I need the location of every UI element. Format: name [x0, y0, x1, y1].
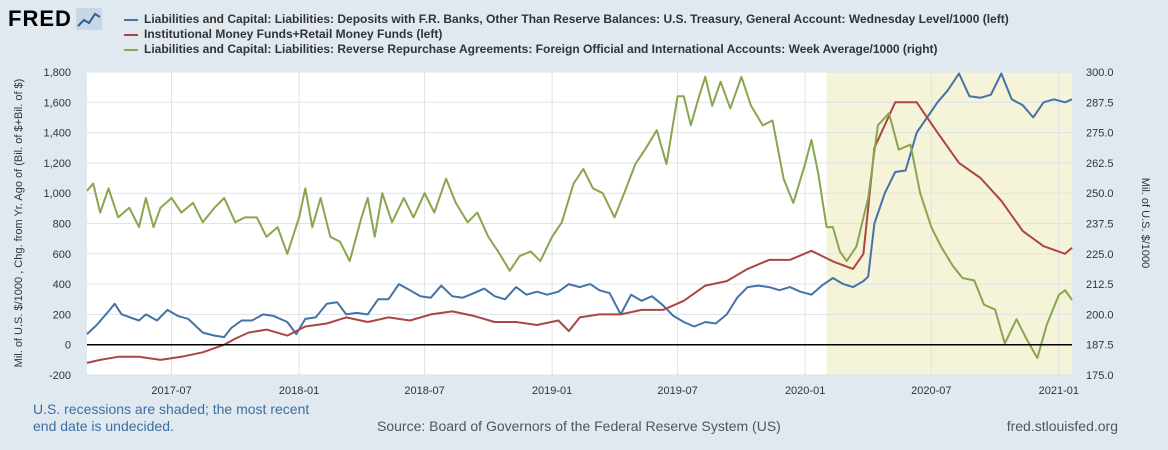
- x-tick-label: 2018-01: [279, 385, 319, 397]
- x-tick-label: 2020-07: [911, 385, 951, 397]
- source-text: Source: Board of Governors of the Federa…: [377, 418, 781, 434]
- right-tick-label: 225.0: [1086, 249, 1114, 261]
- right-tick-label: 212.5: [1086, 279, 1114, 291]
- series-line-1: [86, 101, 1073, 364]
- legend-item-treasury: Liabilities and Capital: Liabilities: De…: [124, 12, 1154, 27]
- logo-text: FRED: [8, 6, 72, 31]
- series-line-0: [86, 72, 1073, 339]
- left-tick-label: 200: [53, 309, 71, 321]
- left-tick-label: 400: [53, 279, 71, 291]
- x-tick-label: 2019-01: [532, 385, 572, 397]
- recession-note: U.S. recessions are shaded; the most rec…: [33, 401, 333, 435]
- right-tick-label: 300.0: [1086, 67, 1114, 79]
- recession-note-line-1: U.S. recessions are shaded; the most rec…: [33, 401, 310, 417]
- legend-label: Liabilities and Capital: Liabilities: De…: [144, 12, 1009, 26]
- series-line-2: [86, 75, 1073, 359]
- left-axis-title: Mil. of U.S. $/1000 , Chg. from Yr. Ago …: [13, 79, 25, 368]
- right-tick-label: 275.0: [1086, 128, 1114, 140]
- right-axis-title: Mil. of U.S. $/1000: [1139, 178, 1151, 269]
- left-tick-label: 800: [53, 219, 71, 231]
- left-tick-label: 0: [65, 340, 71, 352]
- right-tick-label: 287.5: [1086, 97, 1114, 109]
- left-tick-label: 1,400: [43, 128, 71, 140]
- right-tick-label: 237.5: [1086, 219, 1114, 231]
- recession-note-line-2: end date is undecided.: [33, 418, 174, 434]
- line-chart-icon: [75, 8, 102, 30]
- right-tick-label: 250.0: [1086, 188, 1114, 200]
- legend-item-reverse-repo: Liabilities and Capital: Liabilities: Re…: [124, 42, 1154, 57]
- x-tick-label: 2020-01: [785, 385, 825, 397]
- left-tick-label: 600: [53, 249, 71, 261]
- right-tick-label: 262.5: [1086, 158, 1114, 170]
- right-tick-label: 175.0: [1086, 370, 1114, 382]
- chart-legend: Liabilities and Capital: Liabilities: De…: [124, 12, 1154, 57]
- legend-swatch: [124, 48, 138, 51]
- legend-swatch: [124, 33, 138, 36]
- x-tick-label: 2019-07: [657, 385, 697, 397]
- left-tick-label: 1,200: [43, 158, 71, 170]
- site-link[interactable]: fred.stlouisfed.org: [1006, 418, 1118, 434]
- x-tick-label: 2017-07: [151, 385, 191, 397]
- right-tick-label: 187.5: [1086, 340, 1114, 352]
- left-tick-label: 1,000: [43, 188, 71, 200]
- left-tick-label: -200: [49, 370, 71, 382]
- left-tick-label: 1,800: [43, 67, 71, 79]
- legend-label: Institutional Money Funds+Retail Money F…: [144, 27, 443, 41]
- x-tick-label: 2021-01: [1039, 385, 1079, 397]
- legend-swatch: [124, 18, 138, 21]
- right-tick-label: 200.0: [1086, 309, 1114, 321]
- legend-label: Liabilities and Capital: Liabilities: Re…: [144, 42, 938, 56]
- left-tick-label: 1,600: [43, 97, 71, 109]
- legend-item-money-funds: Institutional Money Funds+Retail Money F…: [124, 27, 1154, 42]
- x-tick-label: 2018-07: [404, 385, 444, 397]
- fred-logo[interactable]: FRED: [8, 6, 102, 32]
